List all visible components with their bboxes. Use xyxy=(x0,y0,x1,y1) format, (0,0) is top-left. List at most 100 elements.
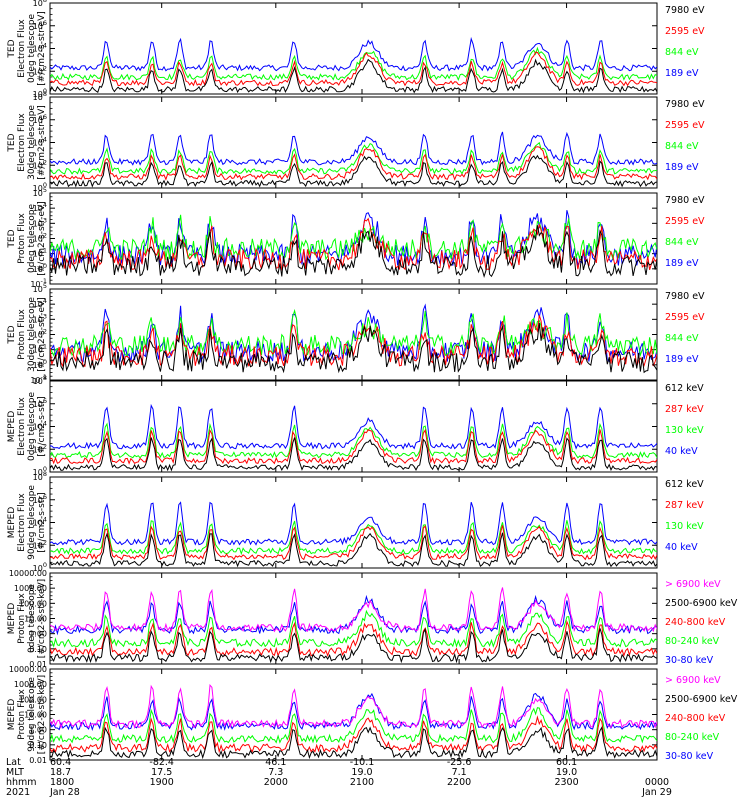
panel-frame xyxy=(49,2,658,95)
legend-label: 2595 eV xyxy=(665,312,705,323)
legend-label: 844 eV xyxy=(665,333,699,344)
y-axis-label-line: 0deg telescope xyxy=(27,584,37,654)
series-line-7980-ev xyxy=(50,58,657,94)
y-tick-label: 1.00 xyxy=(29,630,47,639)
y-axis-label-line: Proton Flux xyxy=(17,309,27,360)
y-tick-exponent: 1 xyxy=(43,247,47,255)
series-group xyxy=(50,684,657,760)
y-tick-exponent: 5 xyxy=(43,186,47,194)
y-axis-label-line: TED xyxy=(7,133,17,152)
panel-frame xyxy=(49,192,658,285)
series-line-844-ev xyxy=(50,214,657,262)
y-tick-exponent: 4 xyxy=(43,42,47,50)
legend-label: 2595 eV xyxy=(665,120,705,131)
y-axis-label-line: 0deg telescope xyxy=(27,392,37,462)
panel-7: 10000.00 1000.00 100.00 10.00 1.00 0.10 0.01 ME… xyxy=(7,569,738,669)
panel-8: 10000.00 1000.00 100.00 10.00 1.00 0.10 0.01 ME… xyxy=(7,665,738,765)
x-tick-lat: -10.1 xyxy=(350,757,375,768)
y-tick-label: 0.10 xyxy=(29,741,47,750)
legend-label: 2500-6900 keV xyxy=(665,598,738,609)
y-axis-label-line: [#/cm2-s-str-eV] xyxy=(37,105,47,180)
y-axis-label-line: 0deg telescope xyxy=(27,204,37,274)
panel-frame xyxy=(49,476,658,569)
legend-label: > 6900 keV xyxy=(665,675,721,686)
y-tick-exponent: 2 xyxy=(43,442,47,450)
y-axis-label-line: [#/cm2-s-str-eV] xyxy=(37,11,47,86)
y-tick-exponent: 0 xyxy=(43,262,47,270)
legend-label: 844 eV xyxy=(665,141,699,152)
x-tick-mlt: 19.0 xyxy=(351,767,372,778)
x-tick-date: Jan 28 xyxy=(49,787,80,798)
y-axis-label-line: Proton Flux xyxy=(17,593,27,644)
series-line-130-kev xyxy=(50,422,657,459)
y-tick-label: 1000.00 xyxy=(14,584,47,593)
legend-label: 80-240 keV xyxy=(665,732,720,743)
y-tick-exponent: 3 xyxy=(43,312,47,320)
legend-label: 7980 eV xyxy=(665,99,705,110)
x-tick-mlt: 7.3 xyxy=(268,767,283,778)
series-group xyxy=(50,303,657,374)
y-axis-label-line: MEPED xyxy=(7,699,17,731)
y-tick-exponent: 8 xyxy=(43,470,47,478)
legend-label: 240-800 keV xyxy=(665,713,726,724)
y-tick-label: 10.00 xyxy=(24,711,47,720)
x-tick-hhmm: 2100 xyxy=(350,777,374,788)
series-line-2595-ev xyxy=(50,146,657,181)
y-tick-exponent: 2 xyxy=(43,538,47,546)
y-tick-exponent: 6 xyxy=(43,113,47,121)
series-line-240-800-kev xyxy=(50,619,657,658)
x-row-label: 2021 xyxy=(6,787,30,798)
y-axis-label-line: [#/cm2-s-str-eV] xyxy=(37,201,47,276)
series-line-7980-ev xyxy=(50,154,657,188)
y-tick-label: 1.00 xyxy=(29,726,47,735)
y-tick-label: 100.00 xyxy=(19,599,47,608)
y-tick-label: 10.00 xyxy=(24,615,47,624)
legend-label: 240-800 keV xyxy=(665,617,726,628)
y-tick-label: 0.10 xyxy=(29,645,47,654)
y-axis-label-line: Proton Flux xyxy=(17,689,27,740)
y-tick-exponent: 8 xyxy=(43,374,47,382)
y-tick-exponent: -1 xyxy=(41,277,47,285)
x-row-label: hhmm xyxy=(6,777,37,788)
y-axis-label-line: MEPED xyxy=(7,603,17,635)
y-tick-exponent: 0 xyxy=(43,87,47,95)
y-axis-label-line: 90deg telescope xyxy=(27,485,37,560)
x-tick-hhmm: 2300 xyxy=(554,777,578,788)
y-tick-exponent: 0 xyxy=(43,561,47,569)
series-line-80-240-kev xyxy=(50,707,657,744)
legend-label: 7980 eV xyxy=(665,195,705,206)
y-tick-label: 0.01 xyxy=(29,660,47,669)
y-tick-exponent: -1 xyxy=(41,373,47,381)
y-axis-label-line: 0deg telescope xyxy=(27,14,37,84)
x-tick-lat: -25.6 xyxy=(447,757,472,768)
series-line-2595-ev xyxy=(50,315,657,368)
series-line-7980-ev xyxy=(50,225,657,279)
legend-label: 80-240 keV xyxy=(665,636,720,647)
x-tick-hhmm: 1800 xyxy=(50,777,74,788)
y-axis-label-line: [#/cm2-s-str] xyxy=(37,396,47,456)
legend-label: 2595 eV xyxy=(665,216,705,227)
y-tick-label: 10000.00 xyxy=(9,665,47,674)
series-line-287-kev xyxy=(50,525,657,561)
y-axis-label-line: [#/cm2-s-str] xyxy=(37,492,47,552)
series-line-2595-ev xyxy=(50,217,657,271)
series-line-287-kev xyxy=(50,428,657,465)
x-tick-hhmm: 0000 xyxy=(645,777,669,788)
series-line-240-800-kev xyxy=(50,715,657,754)
y-axis-label-line: 30deg telescope xyxy=(27,297,37,372)
series-line-2595-ev xyxy=(50,51,657,87)
legend-label: 189 eV xyxy=(665,354,699,365)
legend-label: 844 eV xyxy=(665,237,699,248)
series-line-40-kev xyxy=(50,501,657,546)
y-axis-label-line: [#/cm2-s-str-eV] xyxy=(37,297,47,372)
y-axis-label-line: Electron Flux xyxy=(17,19,27,78)
y-tick-label: 10000.00 xyxy=(9,569,47,578)
y-tick-exponent: 4 xyxy=(43,297,47,305)
x-tick-hhmm: 2000 xyxy=(264,777,288,788)
legend-label: 30-80 keV xyxy=(665,655,714,666)
